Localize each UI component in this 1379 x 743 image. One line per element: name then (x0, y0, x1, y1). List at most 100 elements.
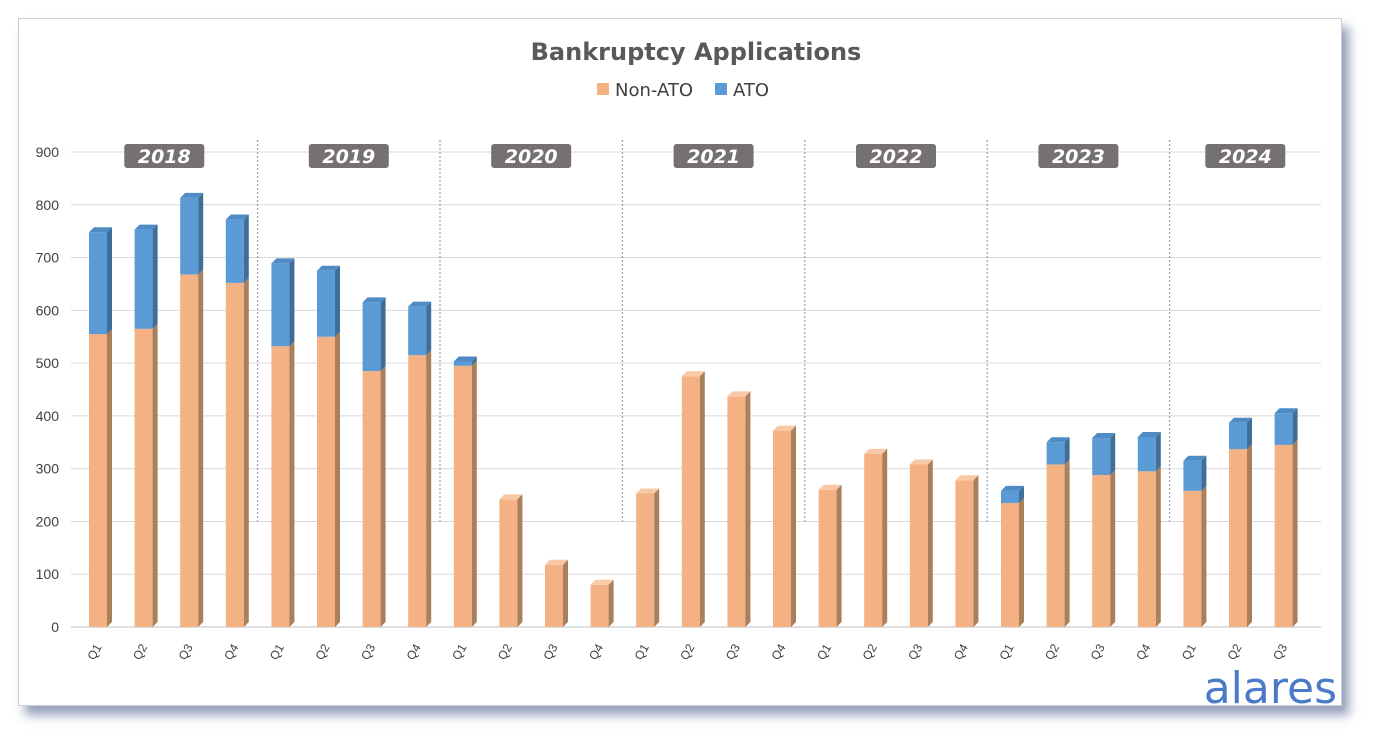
y-tick-label: 200 (36, 513, 60, 529)
bar-top-ato (1137, 432, 1161, 437)
bar-side-non-ato (198, 269, 204, 627)
bar-non-ato (408, 355, 427, 627)
bar-non-ato (1137, 471, 1156, 627)
chart-card: Bankruptcy Applications Non-ATO ATO 0 100 2… (18, 18, 1342, 706)
bar-stack-q4-2019 (408, 301, 432, 627)
bar-non-ato (955, 480, 974, 627)
bar-side-non-ato (426, 350, 432, 627)
bar-side-ato (426, 301, 432, 356)
bar-ato (180, 197, 199, 275)
x-tick-label: Q2 (860, 641, 880, 662)
bar-stack-q3-2019 (362, 297, 386, 627)
x-tick-label: Q1 (814, 641, 834, 662)
x-tick-label: Q4 (768, 641, 788, 662)
x-tick-label: Q2 (495, 641, 515, 662)
bar-top-ato (317, 265, 340, 271)
chart-title: Bankruptcy Applications (531, 38, 862, 66)
bar-non-ato (864, 453, 883, 627)
year-label-2024: 2024 (1205, 144, 1286, 168)
bar-stack-q2-2019 (317, 265, 340, 627)
bar-ato (453, 361, 472, 366)
bar-top-non-ato (590, 579, 614, 585)
bar-ato (1092, 438, 1111, 475)
x-tick-label: Q2 (1224, 641, 1244, 662)
bar-non-ato (727, 396, 746, 627)
year-labels: 2018 2019 2020 2021 2022 2023 2024 (124, 144, 1286, 168)
bar-ato (1274, 413, 1293, 445)
x-tick-label: Q1 (996, 641, 1016, 662)
bar-side-non-ato (608, 579, 614, 627)
bar-side-non-ato (654, 488, 660, 627)
bar-side-non-ato (289, 341, 295, 627)
y-tick-label: 900 (36, 144, 60, 160)
bar-top-ato (180, 192, 204, 198)
bar-side-non-ato (380, 366, 386, 627)
year-label-text: 2023 (1052, 146, 1105, 168)
bar-side-ato (1019, 485, 1024, 503)
year-label-text: 2020 (505, 146, 558, 168)
year-label-box (1038, 144, 1119, 168)
bar-side-non-ato (745, 391, 751, 627)
year-label-2021: 2021 (673, 144, 754, 168)
bar-non-ato (1046, 464, 1065, 627)
bar-non-ato (1274, 444, 1293, 627)
bar-stack-q4-2022 (955, 475, 979, 627)
x-tick-label: Q1 (632, 641, 652, 662)
bar-ato (362, 302, 381, 372)
bar-top-non-ato (818, 484, 842, 490)
bar-top-non-ato (864, 448, 888, 454)
bar-side-ato (471, 356, 477, 366)
bar-side-non-ato (1247, 444, 1252, 627)
bar-non-ato (453, 365, 472, 627)
bar-stack-q2-2024 (1229, 417, 1252, 627)
bar-side-ato (107, 227, 112, 335)
bar-side-non-ato (335, 331, 340, 627)
bar-ato (134, 229, 153, 329)
year-label-2018: 2018 (124, 144, 205, 168)
bar-side-non-ato (1292, 439, 1298, 627)
legend-item-ato: ATO (715, 80, 769, 101)
bar-top-ato (89, 227, 112, 233)
bars (89, 192, 1298, 627)
bar-top-ato (1183, 455, 1207, 461)
bar-non-ato (317, 336, 335, 627)
bar-stack-q2-2023 (1046, 437, 1070, 627)
bar-side-non-ato (471, 360, 477, 627)
bar-stack-q4-2023 (1137, 432, 1161, 627)
bar-non-ato (545, 564, 563, 627)
bar-stack-q1-2019 (271, 258, 295, 627)
year-label-box (856, 144, 936, 168)
year-label-text: 2024 (1219, 146, 1272, 168)
bar-stack-q3-2018 (180, 192, 204, 627)
bar-chart: Bankruptcy Applications Non-ATO ATO 0 100 2… (36, 38, 1337, 705)
x-tick-label: Q1 (84, 641, 104, 662)
bar-stack-q4-2021 (773, 425, 796, 627)
bar-ato (1183, 460, 1202, 491)
y-tick-label: 700 (36, 250, 60, 266)
bar-stack-q3-2023 (1092, 433, 1116, 627)
bar-non-ato (1183, 490, 1202, 627)
bar-side-ato (1201, 455, 1207, 491)
bar-non-ato (636, 493, 655, 627)
x-tick-label: Q2 (130, 641, 150, 662)
bar-side-ato (1155, 432, 1161, 472)
x-tick-label: Q3 (723, 641, 743, 662)
year-label-box (124, 144, 205, 168)
legend-swatch (597, 83, 609, 95)
x-tick-label: Q4 (221, 641, 241, 662)
y-tick-label: 800 (36, 197, 60, 213)
x-tick-label: Q3 (1270, 641, 1290, 662)
x-tick-label: Q1 (449, 641, 469, 662)
bar-stack-q3-2021 (727, 391, 751, 627)
bar-side-non-ato (563, 559, 568, 627)
bar-top-ato (1001, 485, 1024, 491)
bar-side-non-ato (243, 277, 249, 627)
bar-side-non-ato (1064, 459, 1070, 627)
bar-ato (271, 263, 290, 347)
bar-side-non-ato (791, 425, 796, 627)
bar-ato (317, 270, 335, 337)
year-label-box (1205, 144, 1286, 168)
bar-stack-q3-2024 (1274, 408, 1298, 627)
year-label-2023: 2023 (1038, 144, 1119, 168)
bar-side-ato (152, 224, 158, 329)
